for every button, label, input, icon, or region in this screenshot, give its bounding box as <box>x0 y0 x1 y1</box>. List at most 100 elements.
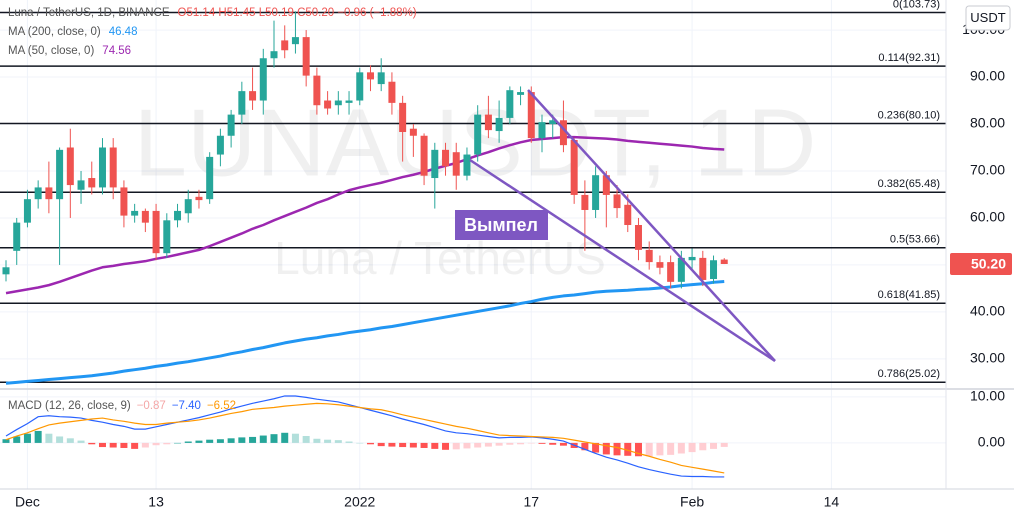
y-tick-label: 10.00 <box>970 388 1005 404</box>
header-ohlc: O51.14 H51.45 L50.19 C50.20 −0.96 (−1.88… <box>178 7 417 19</box>
histogram-bar <box>131 442 139 449</box>
candle-body <box>710 260 718 280</box>
histogram-bar <box>624 442 632 456</box>
candle-body <box>184 199 192 214</box>
histogram-bar <box>195 440 203 443</box>
histogram-bar <box>2 439 10 443</box>
histogram-bar <box>409 442 417 448</box>
histogram-bar <box>163 442 171 445</box>
candle-body <box>206 156 214 200</box>
candle-body <box>549 120 557 125</box>
candle-body <box>34 187 42 200</box>
histogram-bar <box>66 438 74 443</box>
header-symbol: Luna / TetherUS, 1D, BINANCE <box>8 7 170 19</box>
candle-body <box>281 40 289 51</box>
candle-body <box>484 114 492 131</box>
candle-body <box>216 135 224 155</box>
histogram-bar <box>334 440 342 443</box>
y-tick-label: 60.00 <box>970 209 1005 225</box>
histogram-bar <box>377 442 385 447</box>
candle-body <box>634 225 642 250</box>
candle-body <box>495 117 503 132</box>
x-tick-label: 2022 <box>344 494 375 510</box>
histogram-bar <box>45 433 53 443</box>
candle-body <box>506 90 514 118</box>
candle-body <box>259 58 267 101</box>
histogram-bar <box>645 442 653 457</box>
histogram-bar <box>442 442 450 450</box>
histogram-bar <box>238 437 246 443</box>
pennant-line <box>527 89 776 362</box>
candle-body <box>463 154 471 176</box>
histogram-bar <box>420 442 428 448</box>
histogram-bar <box>141 442 149 448</box>
currency-button[interactable] <box>965 5 1011 31</box>
histogram-bar <box>13 436 21 443</box>
candle-body <box>399 102 407 132</box>
histogram-bar <box>463 442 471 449</box>
last-price-label: 50.20 <box>971 256 1006 272</box>
candle-body <box>45 187 53 200</box>
candle-body <box>645 249 653 263</box>
fib-level-label: 0.5(53.66) <box>890 234 940 246</box>
candle-body <box>2 267 10 275</box>
drawing-layer: Вымпел <box>455 89 776 363</box>
candle-body <box>624 204 632 226</box>
fib-level-label: 0.114(92.31) <box>878 52 940 64</box>
candle-body <box>163 220 171 254</box>
candle-body <box>56 149 64 200</box>
histogram-bar <box>634 442 642 457</box>
annotation-box <box>455 210 548 240</box>
histogram-bar <box>399 442 407 448</box>
candle-body <box>238 91 246 115</box>
candle-body <box>570 139 578 195</box>
candle-body <box>699 257 707 280</box>
candle-body <box>431 149 439 179</box>
candle-body <box>356 72 364 101</box>
histogram-bar <box>388 442 396 447</box>
candle-body <box>602 175 610 195</box>
candle-body <box>474 114 482 155</box>
fib-level-label: 0.236(80.10) <box>878 109 940 121</box>
histogram-bar <box>613 442 621 456</box>
legend-label: MA (200, close, 0) <box>8 26 101 38</box>
last-price-badge <box>950 252 1012 275</box>
candle-body <box>656 262 664 268</box>
candle-body <box>366 72 374 80</box>
candle-body <box>517 92 525 95</box>
watermark-subtitle: Luna / TetherUS <box>274 232 606 284</box>
histogram-bar <box>484 442 492 447</box>
candle-body <box>88 178 96 188</box>
candle-body <box>66 147 74 186</box>
y-tick-label: 80.00 <box>970 115 1005 131</box>
candle-body <box>452 152 460 176</box>
pennant-line <box>469 158 776 363</box>
candle-body <box>227 114 235 136</box>
candle-body <box>23 199 31 223</box>
histogram-bar <box>249 436 257 443</box>
candle-body <box>559 120 567 146</box>
histogram-bar <box>656 442 664 456</box>
y-tick-label: 90.00 <box>970 68 1005 84</box>
fib-level-label: 0.382(65.48) <box>878 178 940 190</box>
currency-button-label[interactable]: USDT <box>970 10 1005 25</box>
candle-body <box>677 257 685 282</box>
candle-body <box>77 180 85 190</box>
x-tick-label: Feb <box>680 494 704 510</box>
candle-body <box>109 147 117 188</box>
histogram-bar <box>313 438 321 443</box>
histogram-bar <box>56 436 64 443</box>
histogram-bar <box>34 430 42 443</box>
histogram-bar <box>527 442 535 444</box>
axis-layer: 30.0040.0050.0060.0070.0080.0090.00100.0… <box>15 21 1012 510</box>
macd-legend-value: −0.87 <box>137 400 166 412</box>
histogram-bar <box>324 439 332 443</box>
histogram-bar <box>592 442 600 453</box>
candle-body <box>324 100 332 109</box>
legend: MA (200, close, 0) 46.48 MA (50, close, 0)… <box>8 26 236 412</box>
candle-body <box>141 210 149 223</box>
candle-body <box>688 256 696 261</box>
histogram-bar <box>174 442 182 444</box>
fib-level-label: 0(103.73) <box>893 0 940 10</box>
